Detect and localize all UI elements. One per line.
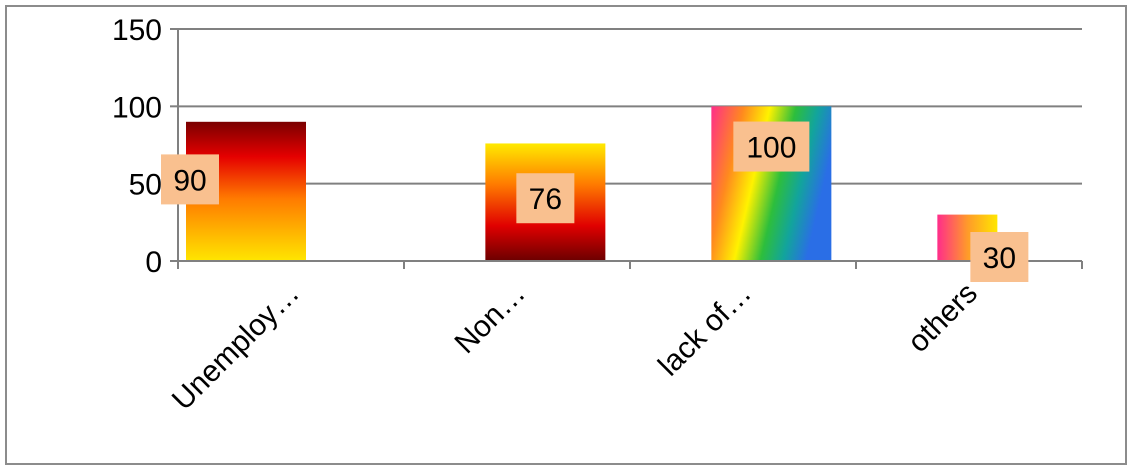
- y-tick-label: 0: [145, 246, 162, 279]
- data-label: 30: [983, 242, 1016, 275]
- data-label: 90: [173, 164, 206, 197]
- category-label: Non…: [448, 277, 531, 360]
- data-label-box: [733, 121, 810, 172]
- y-tick-label: 100: [112, 91, 162, 124]
- data-label: 100: [746, 132, 796, 165]
- data-label-box: [970, 232, 1029, 282]
- category-label: Unemploy…: [166, 277, 306, 417]
- data-label-box: [161, 154, 219, 205]
- y-tick-label: 50: [129, 169, 162, 202]
- y-tick-label: 150: [112, 14, 162, 47]
- data-label: 76: [529, 183, 562, 216]
- data-label-box: [516, 173, 575, 224]
- category-label: others: [902, 277, 984, 359]
- category-label: lack of…: [652, 277, 758, 383]
